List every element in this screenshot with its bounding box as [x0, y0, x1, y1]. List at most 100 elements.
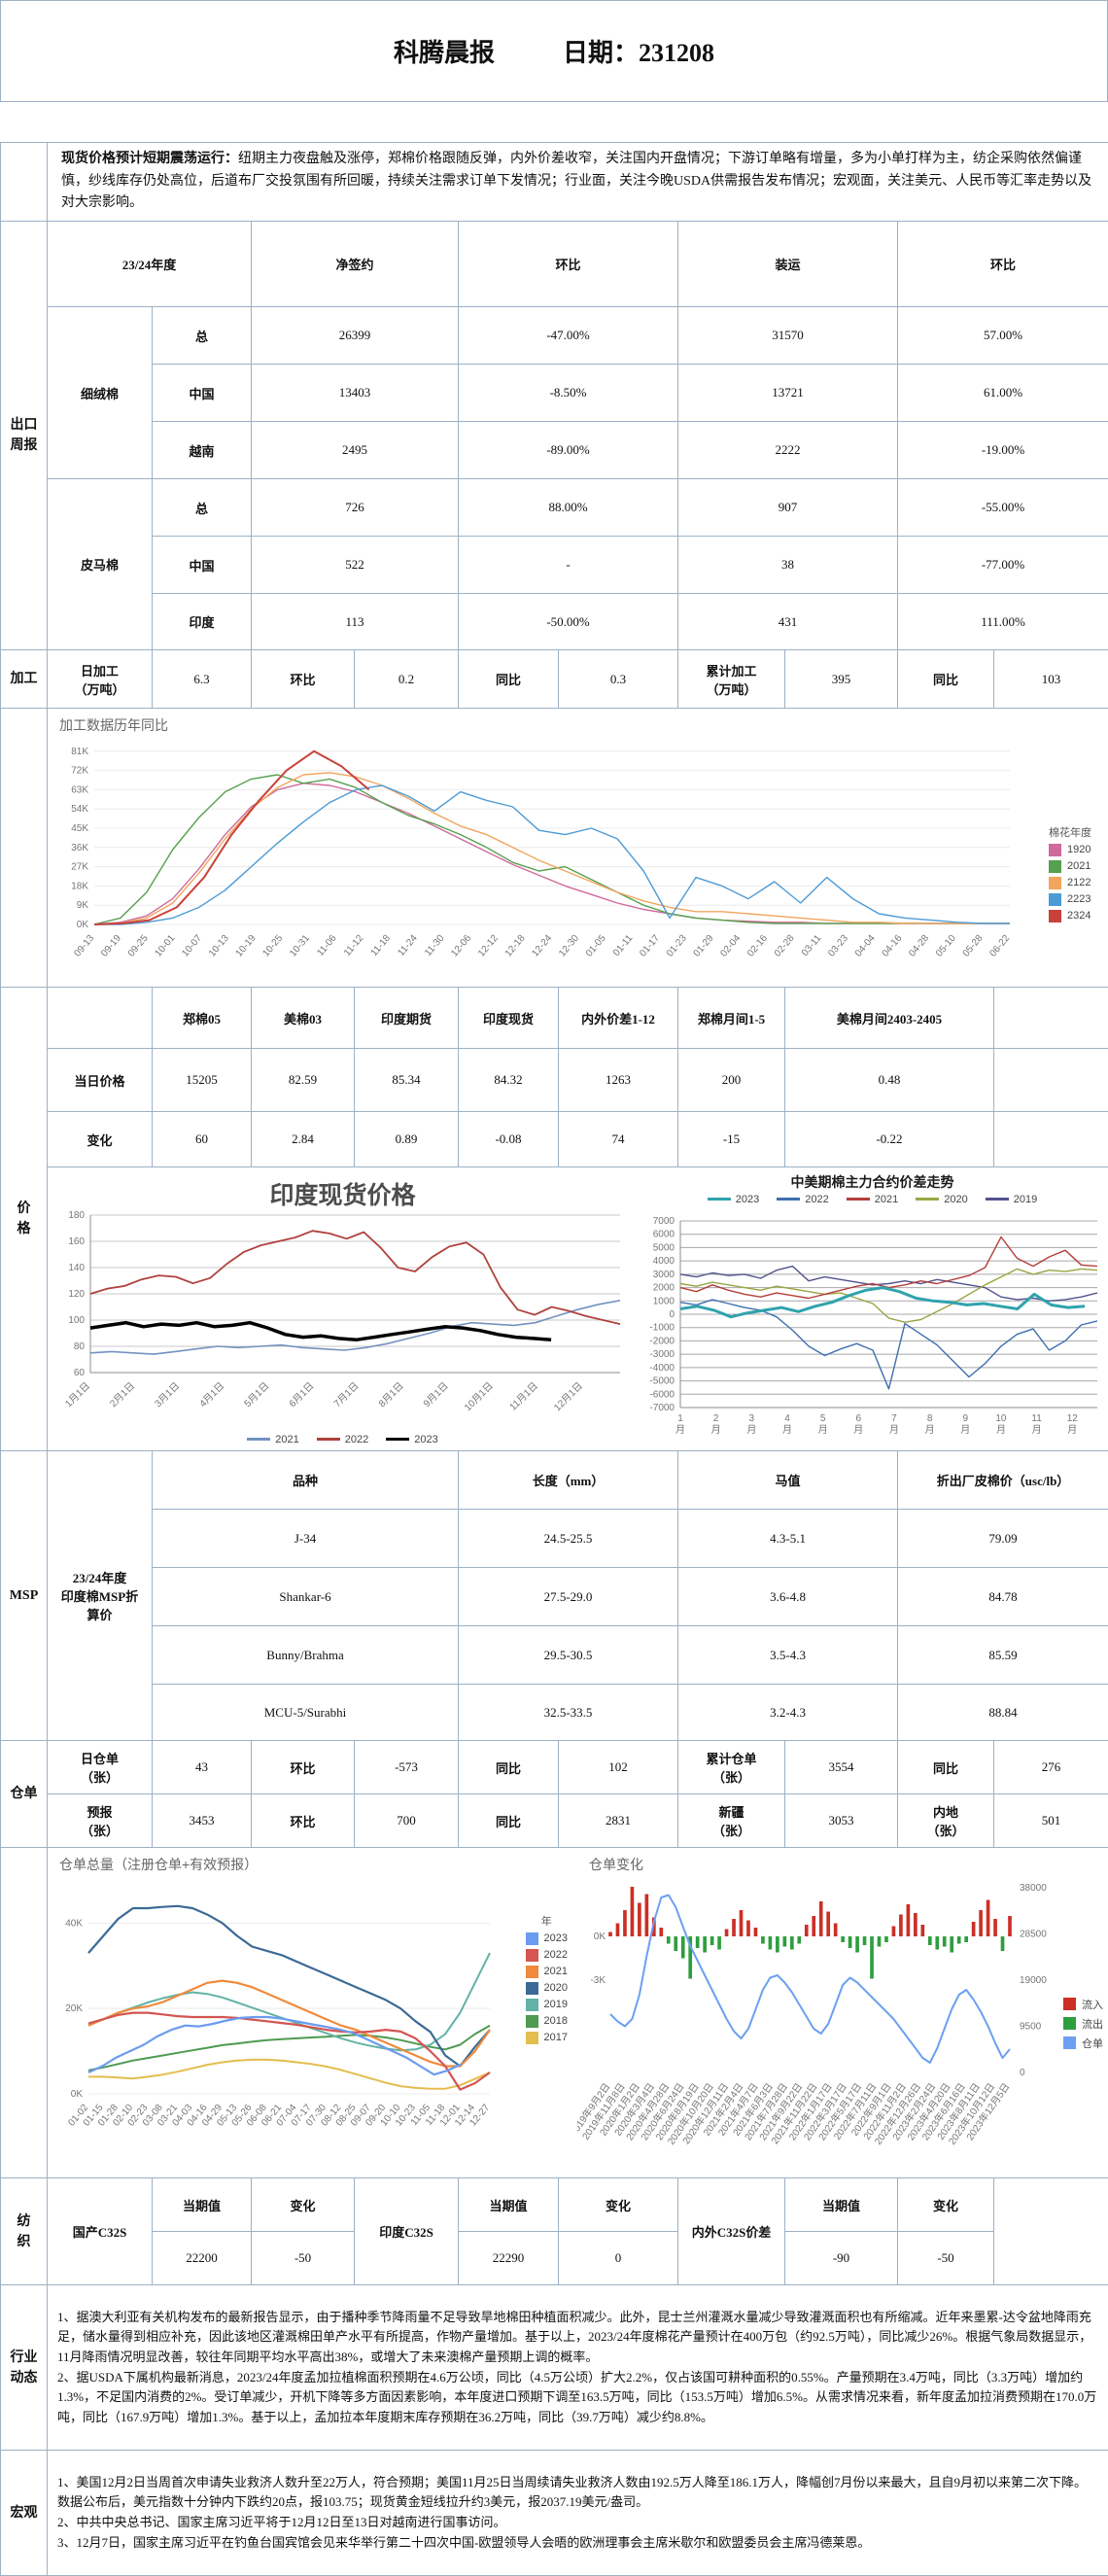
yoy2-value: 103 — [994, 650, 1108, 709]
svg-text:54K: 54K — [71, 804, 88, 815]
table-row: Shankar-6 27.5-29.0 3.6-4.8 84.78 — [1, 1568, 1108, 1626]
change-value: 60 — [153, 1112, 252, 1167]
legend-swatch-icon — [526, 2015, 538, 2028]
cell-ship: 431 — [678, 594, 898, 650]
mom-value: -573 — [355, 1741, 459, 1794]
mom-value: 0.2 — [355, 650, 459, 709]
empty-cell — [48, 988, 153, 1049]
group-pima: 皮马棉 — [48, 479, 153, 650]
cell-ship: 38 — [678, 537, 898, 594]
svg-text:140: 140 — [68, 1263, 85, 1273]
mic: 3.2-4.3 — [678, 1685, 898, 1741]
spread-current: -90 — [785, 2232, 898, 2285]
today-value: 85.34 — [355, 1049, 459, 1112]
svg-text:7月1日: 7月1日 — [331, 1379, 361, 1409]
spacer — [0, 102, 1108, 143]
table-row: 价 格 郑棉05 美棉03 印度期货 印度现货 内外价差1-12 郑棉月间1-5… — [1, 988, 1108, 1049]
table-row: 出口 周报 23/24年度 净签约 环比 装运 环比 — [1, 222, 1108, 307]
col-variety: 品种 — [153, 1451, 459, 1510]
svg-text:11-24: 11-24 — [396, 932, 420, 957]
industry-section: 行业 动态 1、据澳大利亚有关机构发布的最新报告显示，由于播种季节降雨量不足导致… — [0, 2284, 1108, 2451]
today-value: 0.48 — [785, 1049, 994, 1112]
daily-warrant-label: 日仓单 （张） — [48, 1741, 153, 1794]
svg-text:11-30: 11-30 — [423, 932, 447, 957]
svg-text:0: 0 — [669, 1309, 675, 1320]
legend-swatch-icon — [526, 1949, 538, 1962]
table-row: 纺 织 国产C32S 当期值 变化 印度C32S 当期值 变化 内外C32S价差… — [1, 2178, 1108, 2232]
change-label: 变化 — [559, 2178, 678, 2232]
change-value: -0.22 — [785, 1112, 994, 1167]
today-value: 82.59 — [252, 1049, 355, 1112]
mom-label: 环比 — [252, 1794, 355, 1848]
svg-text:63K: 63K — [71, 784, 88, 795]
daily-warrant-value: 43 — [153, 1741, 252, 1794]
svg-text:1月1日: 1月1日 — [63, 1379, 92, 1409]
legend-swatch-icon — [526, 1982, 538, 1995]
svg-text:4: 4 — [784, 1413, 790, 1424]
svg-text:27K: 27K — [71, 861, 88, 872]
svg-text:10: 10 — [995, 1413, 1007, 1424]
msp-group-label: 23/24年度 印度棉MSP折 算价 — [48, 1451, 153, 1741]
svg-text:0K: 0K — [71, 2089, 84, 2100]
mom-value: 700 — [355, 1794, 459, 1848]
current-label: 当期值 — [459, 2178, 559, 2232]
domestic-change: -50 — [252, 2232, 355, 2285]
price: 84.78 — [898, 1568, 1108, 1626]
svg-text:0K: 0K — [77, 920, 89, 930]
svg-text:05-10: 05-10 — [934, 932, 958, 958]
svg-text:5月1日: 5月1日 — [242, 1379, 271, 1409]
price: 88.84 — [898, 1685, 1108, 1741]
svg-text:1: 1 — [677, 1413, 683, 1424]
mic: 4.3-5.1 — [678, 1510, 898, 1568]
col-mic: 马值 — [678, 1451, 898, 1510]
svg-text:月: 月 — [996, 1424, 1006, 1436]
section-label-export: 出口 周报 — [1, 222, 48, 650]
col-zm-calendar: 郑棉月间1-5 — [678, 988, 785, 1049]
industry-paragraph: 2、据USDA下属机构最新消息，2023/24年度孟加拉植棉面积预期在4.6万公… — [57, 2368, 1098, 2428]
legend-swatch-icon — [1063, 2036, 1076, 2049]
svg-text:10月1日: 10月1日 — [462, 1379, 495, 1412]
today-value: 15205 — [153, 1049, 252, 1112]
svg-text:8月1日: 8月1日 — [376, 1379, 405, 1409]
svg-text:05-28: 05-28 — [961, 932, 986, 958]
svg-text:9月1日: 9月1日 — [421, 1379, 450, 1409]
col-header-mom2: 环比 — [898, 222, 1108, 307]
table-row: 中国 522 - 38 -77.00% — [1, 537, 1108, 594]
svg-text:2: 2 — [713, 1413, 719, 1424]
legend-swatch-icon — [1049, 877, 1061, 889]
chart-title: 加工数据历年同比 — [59, 715, 168, 735]
cell-mom1: -89.00% — [459, 422, 678, 479]
cell-ship: 13721 — [678, 365, 898, 422]
legend-swatch-icon — [1049, 844, 1061, 856]
svg-text:01-05: 01-05 — [584, 932, 608, 958]
svg-text:10-07: 10-07 — [180, 932, 204, 958]
svg-text:10-31: 10-31 — [288, 932, 312, 958]
variety: Shankar-6 — [153, 1568, 459, 1626]
industry-text: 1、据澳大利亚有关机构发布的最新报告显示，由于播种季节降雨量不足导致旱地棉田种植… — [48, 2285, 1108, 2451]
svg-text:06-22: 06-22 — [987, 932, 1012, 958]
table-row: 仓单 日仓单 （张） 43 环比 -573 同比 102 累计仓单 （张） 35… — [1, 1741, 1108, 1794]
legend-swatch-icon — [526, 1966, 538, 1978]
length: 29.5-30.5 — [459, 1626, 678, 1685]
mic: 3.6-4.8 — [678, 1568, 898, 1626]
svg-text:9500: 9500 — [1020, 2021, 1042, 2032]
table-row: 变化 60 2.84 0.89 -0.08 74 -15 -0.22 — [1, 1112, 1108, 1167]
length: 24.5-25.5 — [459, 1510, 678, 1568]
col-exfactory-price: 折出厂皮棉价（usc/lb） — [898, 1451, 1108, 1510]
svg-text:36K: 36K — [71, 842, 88, 853]
table-row: 越南 2495 -89.00% 2222 -19.00% — [1, 422, 1108, 479]
svg-text:-2000: -2000 — [649, 1336, 675, 1346]
svg-text:月: 月 — [818, 1424, 828, 1436]
daily-processing-value: 6.3 — [153, 650, 252, 709]
row-sub: 中国 — [153, 365, 252, 422]
svg-text:12-18: 12-18 — [503, 932, 528, 958]
svg-text:60: 60 — [74, 1368, 86, 1378]
yoy-label: 同比 — [459, 1741, 559, 1794]
change-label: 变化 — [898, 2178, 994, 2232]
change-value: 2.84 — [252, 1112, 355, 1167]
svg-text:月: 月 — [1032, 1424, 1042, 1436]
